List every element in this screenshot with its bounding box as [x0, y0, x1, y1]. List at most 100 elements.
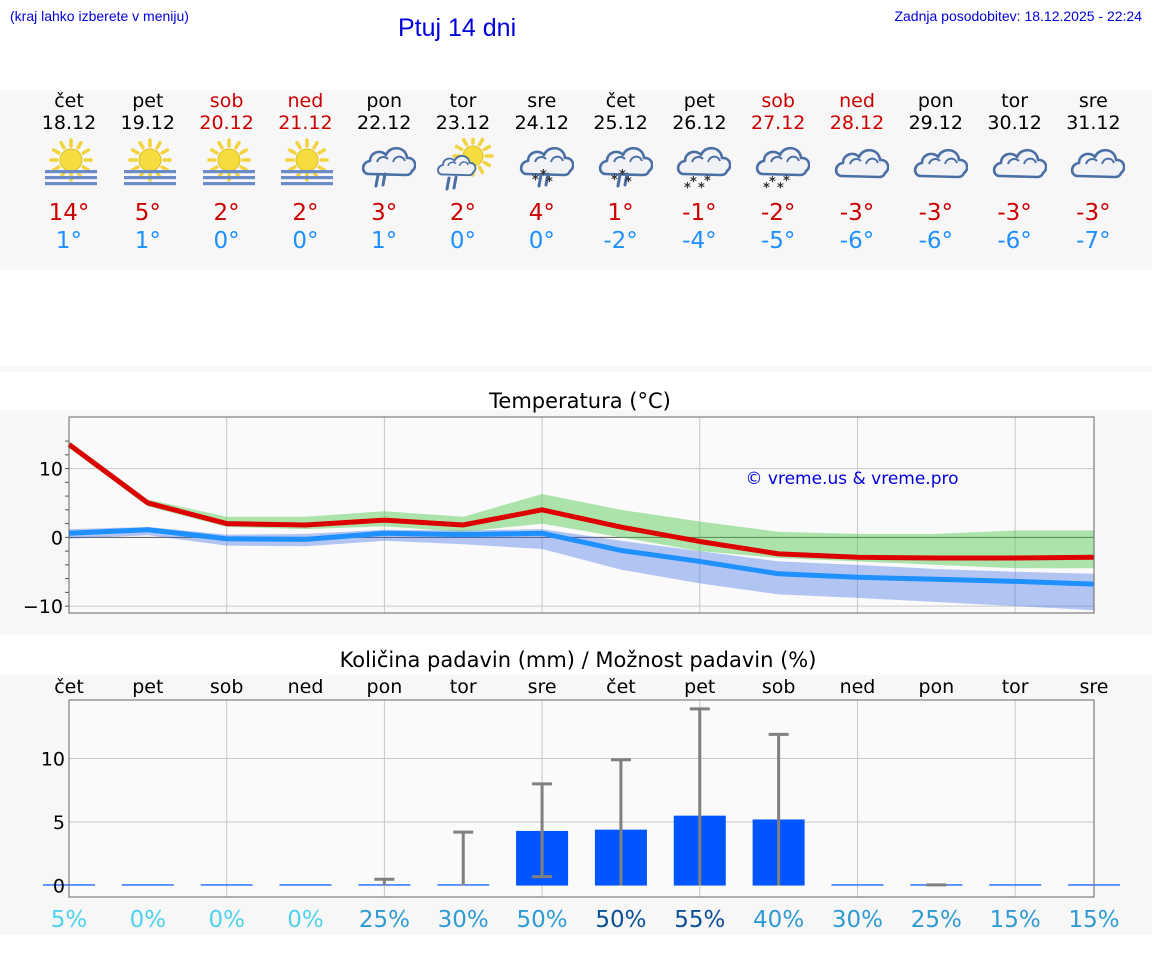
day-name: pon	[917, 90, 954, 112]
fog-lines	[202, 170, 255, 186]
sun-fog-icon	[123, 138, 176, 186]
sun-shape	[206, 138, 251, 182]
cloud-icon	[834, 148, 889, 179]
cloud-shape	[834, 148, 889, 179]
forecast-strip	[0, 90, 1152, 270]
precip-probability: 0%	[287, 907, 324, 933]
y-tick-label: 0	[53, 876, 65, 898]
plot-frame	[68, 699, 1095, 898]
y-tick-label: −10	[23, 596, 63, 618]
cloud-snow-icon: * ** *	[756, 146, 811, 194]
x-tick-label: sob	[762, 676, 796, 698]
fog-lines	[45, 170, 97, 186]
fog-lines	[123, 170, 176, 186]
x-tick-label: pon	[367, 676, 403, 698]
cloud-shape	[913, 148, 968, 179]
plot-frame	[68, 416, 1095, 614]
svg-text:*: *	[704, 174, 711, 189]
temp-min: -6°	[997, 228, 1032, 254]
precip-probability: 30%	[438, 907, 489, 933]
day-column: pet 26.12 * * * * -1° -4°	[659, 90, 739, 255]
temp-min: -6°	[839, 228, 875, 254]
temp-max: -2°	[760, 200, 796, 226]
precip-probability: 55%	[674, 907, 725, 933]
x-tick-label: pet	[132, 676, 163, 698]
x-tick-label: tor	[450, 676, 477, 698]
x-tick-label: tor	[1002, 676, 1029, 698]
x-tick-label: ned	[288, 676, 324, 698]
day-date: 21.12	[278, 112, 333, 134]
temp-min: 1°	[55, 228, 83, 254]
precip-bar	[831, 884, 884, 886]
temp-max: 2°	[449, 200, 477, 226]
temp-max: 5°	[134, 200, 161, 226]
rain-drops	[616, 172, 629, 188]
day-name: čet	[605, 90, 636, 112]
temperature-chart: Temperatura (°C) 10 0 −10 © vreme.us & vreme…	[0, 389, 1152, 635]
svg-text:*: *	[684, 181, 691, 194]
day-column: sre 24.12 * * * 4° 0°	[502, 90, 582, 255]
svg-text:*: *	[698, 181, 705, 194]
day-date: 18.12	[41, 112, 97, 134]
day-date: 30.12	[987, 112, 1042, 134]
svg-text:*: *	[611, 173, 618, 188]
error-bar	[926, 883, 947, 887]
day-date: 28.12	[829, 112, 885, 134]
temp-max: -1°	[682, 200, 717, 226]
error-bar	[532, 782, 553, 879]
day-column: pon 22.12 3° 1°	[344, 90, 424, 255]
day-name: pet	[683, 90, 715, 112]
cloud-shape	[1071, 148, 1126, 179]
day-date: 31.12	[1066, 112, 1121, 134]
error-bar	[610, 758, 631, 886]
precip-bar	[121, 884, 174, 886]
x-tick-label: pet	[684, 676, 715, 698]
y-tick-label: 5	[53, 812, 65, 834]
precip-bar	[279, 884, 332, 886]
x-tick-label: čet	[606, 676, 636, 698]
temp-min: 0°	[449, 228, 477, 254]
cloud-shape	[677, 146, 732, 177]
temp-max: -3°	[997, 200, 1032, 226]
sun-fog-icon	[281, 138, 334, 186]
cloud-shape	[756, 146, 811, 177]
day-name: sre	[527, 90, 557, 112]
day-date: 29.12	[908, 112, 963, 134]
day-column: pet 19.12 5° 1°	[108, 90, 188, 255]
day-column: sob 20.12 2° 0°	[187, 90, 267, 255]
day-date: 22.12	[356, 112, 412, 134]
day-name: pon	[366, 90, 403, 112]
day-date: 19.12	[120, 112, 175, 134]
sun-fog-icon	[45, 138, 97, 186]
last-updated: Zadnja posodobitev: 18.12.2025 - 22:24	[894, 8, 1142, 24]
location-hint[interactable]: (kraj lahko izberete v meniju)	[10, 8, 189, 24]
x-tick-label: sre	[528, 676, 557, 698]
day-column: tor 23.12 2° 0°	[423, 90, 503, 255]
y-tick-label: 0	[51, 527, 63, 549]
svg-text:*: *	[546, 175, 553, 190]
temp-min: 0°	[528, 228, 555, 254]
divider	[0, 366, 1152, 372]
precip-bar	[200, 884, 253, 886]
svg-text:*: *	[769, 175, 776, 190]
snow-flakes: * ** *	[763, 174, 790, 194]
cloud-sleet-icon: * * *	[519, 146, 574, 190]
cloud-icon	[913, 148, 968, 179]
cloud-shape	[437, 155, 477, 177]
precip-probability: 25%	[359, 907, 410, 933]
cloud-icon	[1071, 148, 1126, 179]
temp-min: -7°	[1076, 228, 1111, 254]
day-name: sre	[1078, 90, 1108, 112]
sun-cloud-rain-icon	[437, 138, 494, 191]
day-name: sob	[761, 90, 795, 112]
temp-max: 2°	[292, 200, 319, 226]
rain-drops	[537, 172, 550, 188]
day-column: pon 29.12 -3° -6°	[896, 90, 976, 255]
day-date: 20.12	[199, 112, 254, 134]
x-tick-label: čet	[54, 676, 84, 698]
temp-max: -3°	[918, 200, 954, 226]
precip-probability: 50%	[517, 907, 568, 933]
max-line	[67, 442, 1095, 561]
day-name: čet	[54, 90, 84, 112]
precip-probability: 5%	[51, 907, 88, 933]
